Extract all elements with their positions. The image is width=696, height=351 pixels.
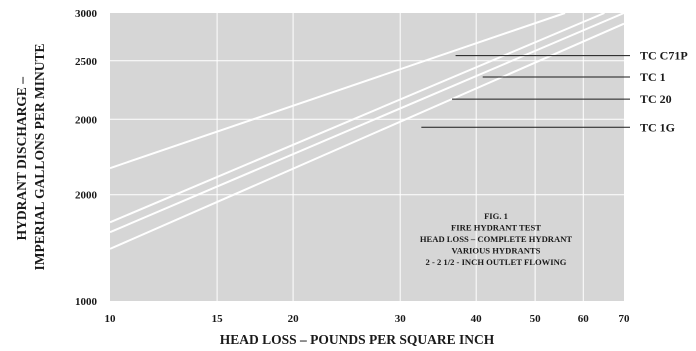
x-tick-label: 40 xyxy=(471,313,483,325)
x-tick-label: 20 xyxy=(288,313,300,325)
y-axis-title: HYDRANT DISCHARGE – IMPERIAL GALLONS PER… xyxy=(14,44,47,271)
series-label: TC 20 xyxy=(640,92,672,106)
series-label: TC C71P xyxy=(640,49,688,63)
series-line xyxy=(109,12,605,224)
series-line xyxy=(109,22,625,250)
series-leader-lines xyxy=(421,55,630,128)
x-tick-label: 50 xyxy=(530,313,542,325)
y-tick-label: 1000 xyxy=(75,296,98,308)
x-tick-label: 60 xyxy=(578,313,590,325)
series-line xyxy=(109,12,566,170)
series-label: TC 1G xyxy=(640,120,675,134)
series-line xyxy=(109,12,625,234)
series-lines xyxy=(109,12,625,250)
y-tick-labels: 1000 2000 2000 2500 3000 xyxy=(75,8,98,308)
caption-line: HEAD LOSS – COMPLETE HYDRANT xyxy=(420,234,573,244)
y-tick-label: 2500 xyxy=(75,56,98,68)
y-tick-label: 3000 xyxy=(75,8,98,20)
y-axis-title-line-2: IMPERIAL GALLONS PER MINUTE xyxy=(32,44,47,271)
series-labels: TC C71P TC 1 TC 20 TC 1G xyxy=(640,49,688,135)
x-tick-label: 70 xyxy=(619,313,631,325)
x-axis-title: HEAD LOSS – POUNDS PER SQUARE INCH xyxy=(220,332,495,347)
y-tick-label: 2000 xyxy=(75,190,98,202)
caption-line: FIRE HYDRANT TEST xyxy=(451,223,541,233)
y-axis-title-line-1: HYDRANT DISCHARGE – xyxy=(14,77,29,241)
x-tick-label: 30 xyxy=(395,313,407,325)
series-label: TC 1 xyxy=(640,70,666,84)
caption-line: FIG. 1 xyxy=(484,211,508,221)
caption-line: VARIOUS HYDRANTS xyxy=(452,246,541,256)
x-tick-label: 15 xyxy=(212,313,224,325)
caption-line: 2 - 2 1/2 - INCH OUTLET FLOWING xyxy=(426,257,567,267)
x-tick-label: 10 xyxy=(105,313,117,325)
y-tick-label: 2000 xyxy=(75,114,98,126)
x-tick-labels: 10 15 20 30 40 50 60 70 xyxy=(105,313,631,325)
